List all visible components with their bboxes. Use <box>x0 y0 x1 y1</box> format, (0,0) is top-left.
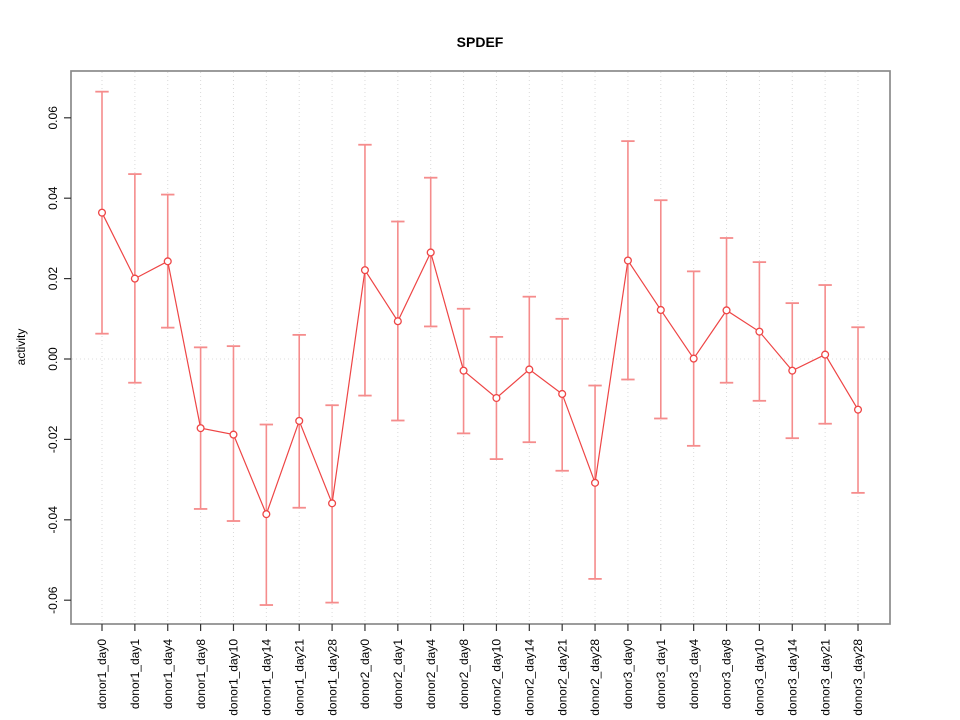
data-point-marker <box>590 478 600 487</box>
data-point-marker <box>525 365 534 374</box>
data-point-marker <box>623 256 632 265</box>
x-tick-label: donor3_day1 <box>654 639 668 709</box>
x-tick-label: donor3_day14 <box>785 639 799 716</box>
x-tick-label: donor1_day1 <box>128 639 142 709</box>
data-point-marker <box>722 306 731 315</box>
data-point-marker <box>656 305 665 315</box>
y-tick-label: -0.06 <box>46 586 60 614</box>
y-axis-label: activity <box>14 329 28 366</box>
y-tick-label: 0.00 <box>46 347 60 371</box>
data-point-marker <box>328 499 337 508</box>
data-point-marker <box>788 366 797 375</box>
x-tick-label: donor1_day10 <box>227 639 241 716</box>
x-tick-label: donor1_day4 <box>161 639 175 709</box>
data-point-marker <box>163 257 172 266</box>
x-tick-label: donor1_day28 <box>325 639 339 716</box>
y-tick-label: 0.04 <box>46 186 60 210</box>
x-tick-label: donor2_day10 <box>490 639 504 716</box>
data-point-marker <box>755 327 764 336</box>
data-point-marker <box>360 266 370 275</box>
x-tick-label: donor3_day21 <box>818 639 832 716</box>
y-tick-label: -0.02 <box>46 425 60 453</box>
series-layer <box>95 90 865 606</box>
y-tick-label: -0.04 <box>46 506 60 534</box>
data-point-marker <box>262 510 271 519</box>
data-point-marker <box>853 405 863 414</box>
x-tick-label: donor2_day21 <box>555 639 569 716</box>
y-tick-label: 0.06 <box>46 106 60 130</box>
x-tick-label: donor3_day10 <box>753 639 767 716</box>
data-point-marker <box>393 317 402 326</box>
x-tick-label: donor2_day14 <box>523 639 537 716</box>
data-point-marker <box>130 274 139 283</box>
x-tick-label: donor2_day4 <box>424 639 438 709</box>
data-point-marker <box>295 416 304 425</box>
grid-layer <box>72 72 889 623</box>
data-point-marker <box>426 248 435 257</box>
data-point-marker <box>97 208 107 217</box>
chart-title: SPDEF <box>457 34 504 50</box>
plot-box-layer <box>70 70 891 625</box>
series-line <box>101 212 859 516</box>
x-tick-label: donor2_day0 <box>358 639 372 709</box>
x-tick-label: donor1_day8 <box>194 639 208 709</box>
x-tick-label: donor1_day14 <box>260 639 274 716</box>
x-tick-label: donor1_day21 <box>292 639 306 716</box>
x-tick-label: donor1_day0 <box>95 639 109 709</box>
x-tick-label: donor3_day4 <box>687 639 701 709</box>
axis-layer: 0.06 0.04 0.02 0.00 -0.02 -0.04 -0.06 donor1_da… <box>46 106 865 716</box>
data-point-marker <box>459 366 468 375</box>
y-tick-label: 0.02 <box>46 267 60 291</box>
x-tick-label: donor3_day0 <box>621 639 635 709</box>
x-tick-label: donor2_day8 <box>457 639 471 709</box>
data-point-marker <box>229 430 238 439</box>
plot-box <box>70 70 891 625</box>
data-point-marker <box>196 424 205 433</box>
x-tick-label: donor3_day28 <box>851 639 865 716</box>
data-point-marker <box>558 389 567 399</box>
x-tick-label: donor3_day8 <box>720 639 734 709</box>
x-tick-label: donor2_day1 <box>391 639 405 709</box>
data-point-marker <box>689 354 698 363</box>
data-point-marker <box>821 350 830 359</box>
x-tick-label: donor2_day28 <box>588 639 602 716</box>
data-point-marker <box>492 393 501 403</box>
